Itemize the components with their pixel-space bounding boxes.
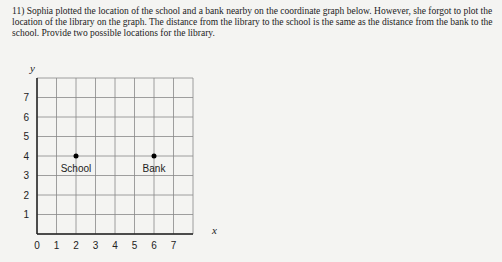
svg-text:3: 3 <box>93 240 99 251</box>
svg-text:4: 4 <box>23 151 29 162</box>
svg-text:4: 4 <box>112 240 118 251</box>
html-text:x: x <box>212 224 217 236</box>
svg-text:2: 2 <box>73 240 79 251</box>
svg-text:6: 6 <box>23 112 29 123</box>
svg-text:5: 5 <box>132 240 138 251</box>
html-text:11) Sophia plotted the locatio: 11) Sophia plotted the location of the s… <box>12 6 493 38</box>
svg-text:Bank: Bank <box>143 163 167 174</box>
svg-text:0: 0 <box>34 240 40 251</box>
svg-text:3: 3 <box>23 170 29 181</box>
svg-text:5: 5 <box>23 131 29 142</box>
svg-text:2: 2 <box>23 190 29 201</box>
svg-text:6: 6 <box>151 240 157 251</box>
html-text:y: y <box>30 62 35 74</box>
svg-text:7: 7 <box>23 92 29 103</box>
svg-text:1: 1 <box>23 209 29 220</box>
svg-text:School: School <box>61 163 92 174</box>
svg-text:1: 1 <box>54 240 60 251</box>
svg-text:7: 7 <box>171 240 177 251</box>
